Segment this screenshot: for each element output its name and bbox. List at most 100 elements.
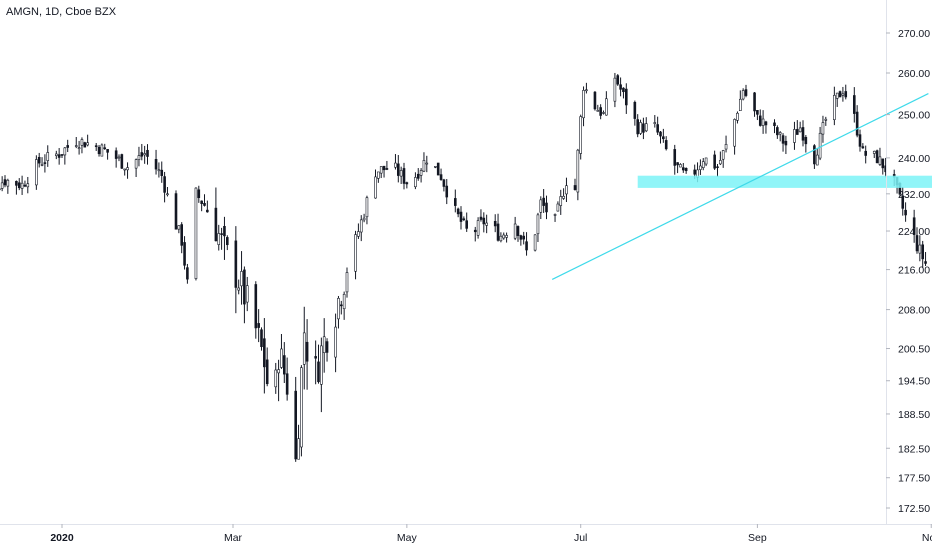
- candle-body: [374, 176, 377, 199]
- candle-body: [924, 261, 927, 264]
- candle-body: [445, 185, 449, 198]
- candle-body: [596, 110, 600, 112]
- candle-body: [798, 127, 802, 133]
- candle-body: [254, 284, 258, 329]
- price-tick-label: 260.00: [898, 68, 930, 80]
- candle-body: [576, 149, 580, 193]
- candle-body: [186, 267, 189, 280]
- candle-body: [565, 185, 568, 195]
- candle-body: [345, 272, 349, 293]
- candle-body: [664, 140, 668, 150]
- candle-body: [83, 142, 87, 148]
- candle-body: [482, 217, 486, 225]
- price-tick-label: 224.00: [898, 226, 930, 238]
- candle-body: [713, 154, 716, 169]
- price-tick-label: 250.00: [898, 110, 930, 122]
- candle-body: [342, 293, 346, 310]
- candle-body: [123, 168, 126, 171]
- candle-body: [536, 214, 540, 235]
- candle-body: [405, 182, 409, 185]
- candle-body: [624, 88, 628, 106]
- candle-body: [57, 154, 61, 158]
- candle-body: [616, 75, 620, 85]
- candle-body: [362, 217, 366, 221]
- candle-body: [106, 149, 109, 153]
- candle-body: [114, 150, 118, 159]
- time-axis[interactable]: 2020MarMayJulSepNov2021MarMayJul: [50, 524, 932, 544]
- price-axis[interactable]: 270.00 260.00 250.00 240.00 232.00 224.00 216.…: [886, 28, 930, 515]
- candle-body: [43, 162, 47, 164]
- candle-body: [294, 390, 298, 460]
- candle-body: [465, 220, 469, 229]
- candle-body: [425, 162, 429, 165]
- candle-body: [143, 153, 146, 156]
- candle-body: [394, 162, 397, 168]
- candle-body: [719, 160, 722, 165]
- candle-body: [556, 203, 560, 212]
- candle-body: [918, 244, 922, 254]
- candle-body: [37, 156, 41, 164]
- time-tick-label: Mar: [224, 532, 243, 544]
- candle-body: [662, 136, 665, 140]
- candle-body: [337, 298, 340, 320]
- candle-body: [912, 217, 916, 235]
- candle-body: [140, 152, 144, 157]
- candle-body: [513, 223, 517, 239]
- candle-body: [134, 159, 138, 169]
- candle-body: [761, 118, 765, 126]
- candle-body: [496, 223, 500, 241]
- candle-body: [174, 193, 178, 230]
- candle-body: [282, 355, 286, 375]
- candle-body: [359, 219, 363, 233]
- candle-body: [804, 136, 808, 145]
- candle-body: [163, 176, 166, 193]
- candle-body: [382, 165, 386, 171]
- candle-body: [679, 164, 682, 168]
- candle-body: [302, 332, 306, 365]
- candle-body: [35, 159, 38, 186]
- candle-body: [793, 129, 796, 143]
- candle-body: [915, 235, 919, 252]
- candle-body: [476, 220, 480, 236]
- candle-body: [6, 179, 10, 187]
- candle-body: [904, 209, 907, 216]
- candle-body: [921, 244, 925, 260]
- candle-body: [414, 177, 417, 188]
- candle-body: [764, 121, 768, 126]
- candle-body: [639, 122, 642, 134]
- candle-body: [878, 156, 882, 165]
- candle-body: [206, 209, 209, 213]
- candle-body: [502, 234, 506, 239]
- candle-body: [619, 84, 622, 90]
- candle-body: [855, 111, 859, 136]
- candle-body: [724, 144, 728, 150]
- trendline[interactable]: [551, 93, 929, 280]
- candle-body: [54, 153, 58, 156]
- candle-body: [203, 202, 206, 206]
- candle-body: [317, 361, 320, 383]
- candle-body: [354, 234, 357, 272]
- candle-body: [314, 356, 317, 359]
- candle-body: [841, 93, 845, 96]
- price-tick-label: 208.00: [898, 305, 930, 317]
- candle-body: [434, 166, 437, 168]
- candle-body: [66, 145, 69, 148]
- candle-body: [585, 89, 588, 92]
- candle-body: [659, 131, 662, 137]
- candle-body: [325, 341, 329, 353]
- candle-body: [821, 122, 825, 135]
- candle-body: [744, 89, 748, 96]
- price-tick-label: 177.50: [898, 473, 930, 485]
- candle-body: [200, 200, 203, 204]
- candle-body: [699, 165, 702, 170]
- candle-body: [545, 202, 548, 213]
- candle-body: [23, 184, 27, 187]
- candle-body: [838, 91, 842, 98]
- price-tick-label: 240.00: [898, 153, 930, 165]
- support-zone-rectangle[interactable]: [637, 175, 932, 188]
- candle-body: [234, 240, 238, 288]
- candle-body: [573, 185, 577, 190]
- candle-body: [539, 199, 543, 213]
- time-tick-label: Jul: [574, 532, 587, 544]
